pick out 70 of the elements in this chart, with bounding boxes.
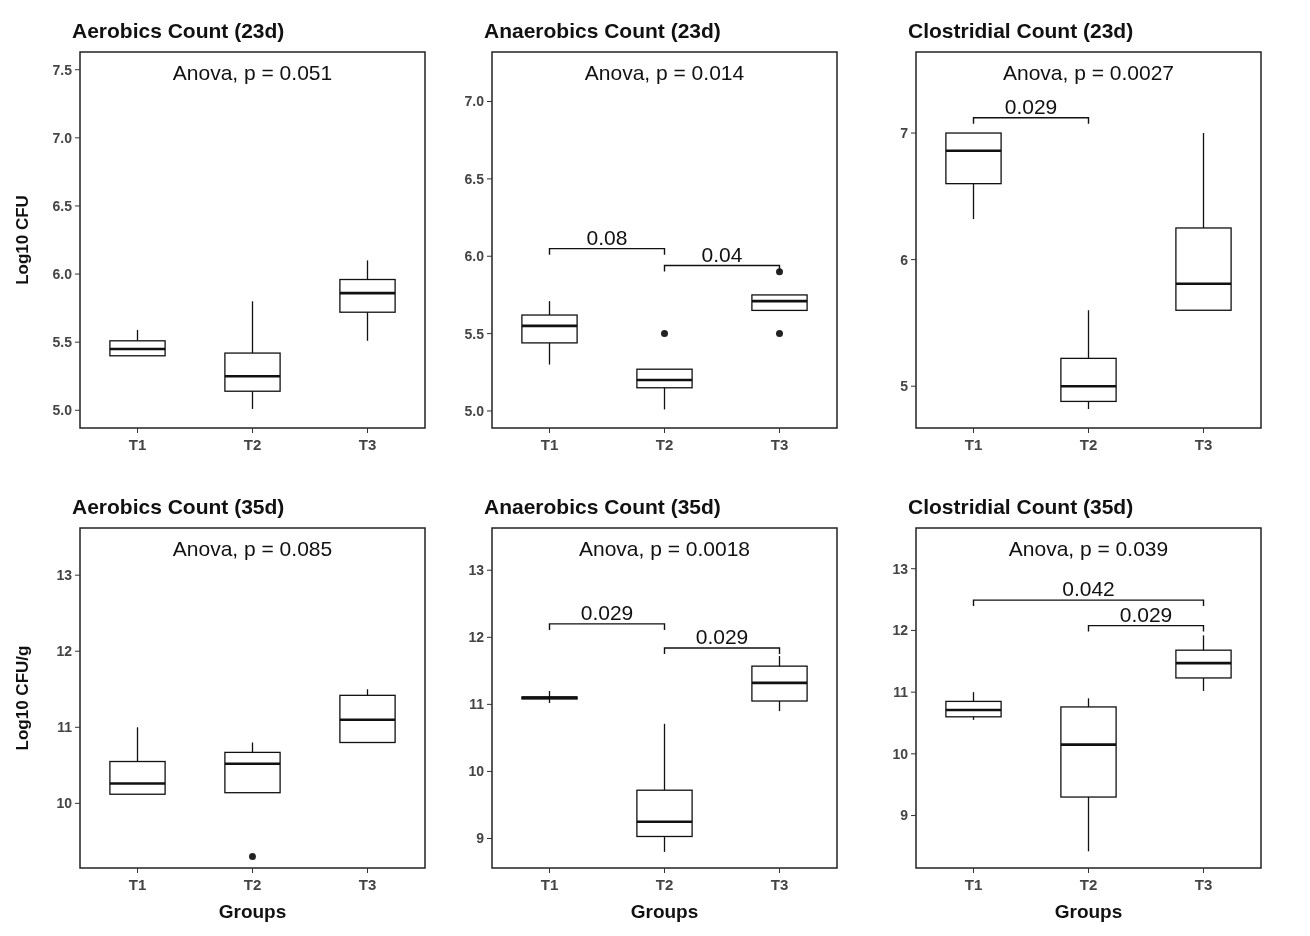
x-tick-label: T2 [1079, 436, 1098, 453]
annotation: Anova, p = 0.085 [172, 537, 333, 560]
x-tick-label: T1 [964, 436, 983, 453]
chart-title: Clostridial Count (23d) [908, 19, 1134, 42]
x-tick-label: T1 [964, 876, 983, 893]
y-tick-label: 5.5 [52, 334, 73, 351]
y-tick-label: 12 [468, 629, 485, 646]
x-axis-title: Groups [218, 901, 287, 922]
y-tick-label: 7.5 [52, 61, 73, 78]
x-tick-label: T3 [1194, 876, 1213, 893]
x-tick-label: T1 [540, 436, 559, 453]
y-tick-label: 6.5 [52, 197, 73, 214]
x-tick-label: T2 [243, 436, 262, 453]
x-tick-label: T1 [540, 876, 559, 893]
y-tick-label: 5 [900, 378, 909, 395]
y-tick-label: 12 [892, 622, 909, 639]
x-tick-label: T2 [655, 876, 674, 893]
y-tick-label: 10 [892, 745, 909, 762]
annotation: Anova, p = 0.014 [584, 61, 745, 84]
y-tick-label: 10 [56, 795, 73, 812]
annotation: 0.029 [1004, 94, 1058, 118]
annotation: 0.029 [580, 600, 634, 624]
y-tick-label: 11 [893, 684, 909, 701]
y-tick-label: 7.0 [52, 129, 73, 146]
chart-title: Anaerobics Count (35d) [484, 495, 721, 518]
y-tick-label: 13 [892, 560, 909, 577]
y-tick-label: 5.0 [464, 402, 485, 419]
x-tick-label: T1 [128, 436, 147, 453]
annotation: 0.042 [1062, 577, 1115, 601]
x-tick-label: T3 [770, 876, 789, 893]
annotation: Anova, p = 0.0018 [578, 537, 751, 560]
y-tick-label: 7 [900, 124, 909, 141]
annotation: 0.029 [695, 625, 749, 649]
y-tick-label: 11 [57, 719, 73, 736]
annotation: Anova, p = 0.051 [172, 61, 333, 84]
y-tick-label: 6.5 [464, 170, 485, 187]
y-tick-label: 6.0 [464, 248, 485, 265]
annotation: Anova, p = 0.0027 [1002, 61, 1175, 84]
x-tick-label: T3 [1194, 436, 1213, 453]
y-tick-label: 9 [476, 830, 485, 847]
x-tick-label: T2 [1079, 876, 1098, 893]
x-axis-title: Groups [1054, 901, 1123, 922]
annotation: Anova, p = 0.039 [1008, 537, 1169, 560]
x-tick-label: T2 [655, 436, 674, 453]
chart-title: Clostridial Count (35d) [908, 495, 1134, 518]
y-tick-label: 9 [900, 807, 909, 824]
x-tick-label: T1 [128, 876, 147, 893]
annotation: 0.08 [586, 225, 628, 249]
y-tick-label: 6 [900, 251, 909, 268]
y-tick-label: 5.5 [464, 325, 485, 342]
chart-title: Aerobics Count (35d) [72, 495, 285, 518]
y-tick-label: 6.0 [52, 265, 73, 282]
x-tick-label: T2 [243, 876, 262, 893]
y-tick-label: 13 [468, 562, 485, 579]
y-tick-label: 11 [469, 696, 485, 713]
y-axis-title: Log10 CFU/g [13, 645, 32, 751]
annotation: 0.029 [1119, 602, 1173, 626]
y-tick-label: 12 [56, 643, 73, 660]
y-tick-label: 10 [468, 763, 485, 780]
y-axis-title: Log10 CFU [13, 195, 32, 285]
x-tick-label: T3 [358, 436, 377, 453]
y-tick-label: 13 [56, 567, 73, 584]
annotation: 0.04 [701, 242, 743, 266]
chart-title: Aerobics Count (23d) [72, 19, 285, 42]
x-axis-title: Groups [630, 901, 699, 922]
y-tick-label: 5.0 [52, 402, 73, 419]
chart-title: Anaerobics Count (23d) [484, 19, 721, 42]
x-tick-label: T3 [358, 876, 377, 893]
y-tick-label: 7.0 [464, 93, 485, 110]
x-tick-label: T3 [770, 436, 789, 453]
